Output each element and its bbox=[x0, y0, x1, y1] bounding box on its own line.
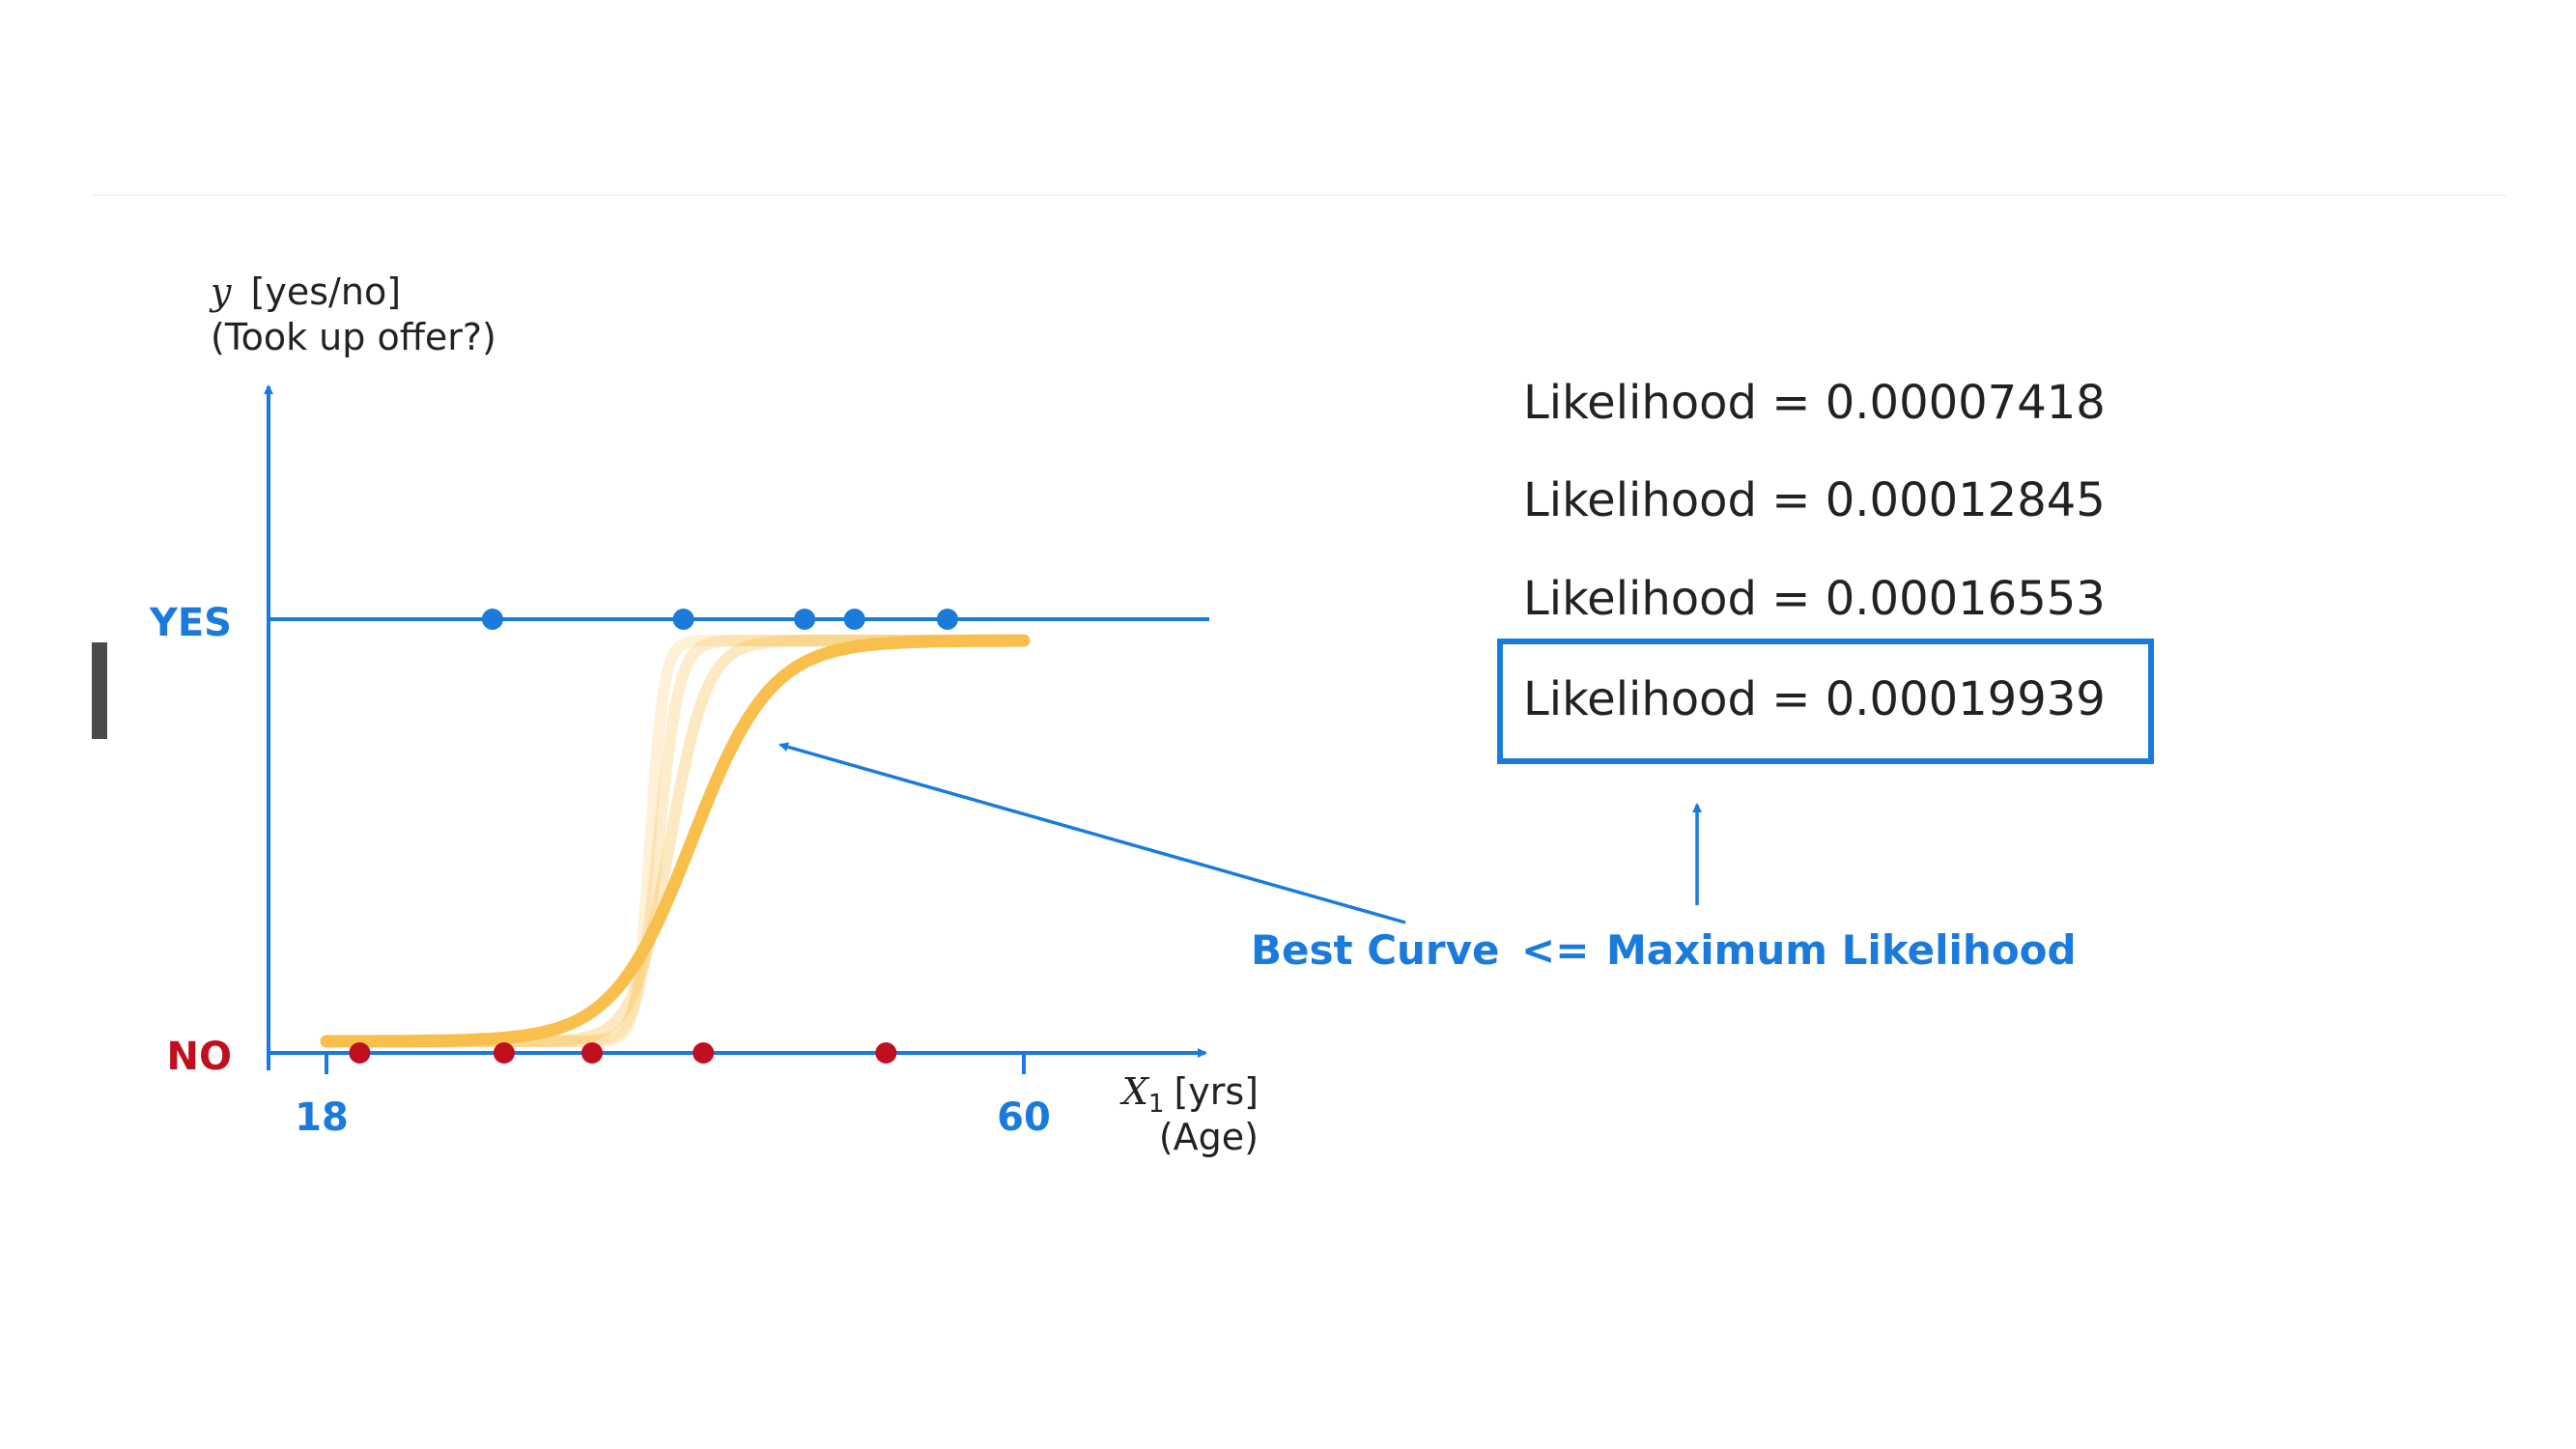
no-point-4 bbox=[693, 1042, 715, 1064]
yes-point-2 bbox=[672, 609, 694, 630]
no-point-1 bbox=[349, 1042, 371, 1064]
best-curve-arrow bbox=[778, 742, 1406, 924]
no-point-3 bbox=[581, 1042, 603, 1064]
max-likelihood-box bbox=[1497, 639, 2154, 764]
yes-point-4 bbox=[843, 609, 865, 630]
likelihood-2: Likelihood = 0.00012845 bbox=[1523, 473, 2106, 527]
yes-point-3 bbox=[794, 609, 816, 630]
y-axis-unit: [yes/no] bbox=[251, 270, 401, 313]
side-marker-bar bbox=[92, 642, 107, 739]
y-axis-label: y [yes/no] bbox=[209, 270, 401, 313]
no-point-2 bbox=[493, 1042, 515, 1064]
x-axis-sublabel: (Age) bbox=[1159, 1116, 1259, 1158]
data-points bbox=[349, 609, 958, 1064]
x-axis-unit: [yrs] bbox=[1174, 1070, 1259, 1113]
y-axis-sublabel: (Took up offer?) bbox=[211, 316, 496, 358]
x-axis-label: X1 [yrs] bbox=[1119, 1070, 1259, 1119]
top-divider bbox=[92, 194, 2506, 196]
x-axis-var: X bbox=[1119, 1070, 1150, 1113]
x-axis-var-sub: 1 bbox=[1148, 1090, 1165, 1119]
no-point-5 bbox=[875, 1042, 897, 1064]
likelihood-3: Likelihood = 0.00016553 bbox=[1523, 572, 2106, 626]
yes-point-5 bbox=[936, 609, 958, 630]
implies-operator: <= bbox=[1521, 926, 1589, 974]
max-likelihood-label: Maximum Likelihood bbox=[1606, 926, 2077, 974]
y-tick-yes: YES bbox=[149, 601, 232, 645]
x-tick-label-60: 60 bbox=[997, 1095, 1051, 1140]
yes-point-1 bbox=[481, 609, 503, 630]
y-axis-var: y bbox=[209, 270, 232, 313]
likelihood-4: Likelihood = 0.00019939 bbox=[1523, 672, 2106, 726]
best-fit-curve bbox=[320, 634, 1031, 1048]
y-tick-no: NO bbox=[167, 1035, 232, 1079]
sigmoid-curves bbox=[320, 634, 1031, 1048]
likelihood-1: Likelihood = 0.00007418 bbox=[1523, 376, 2106, 430]
x-tick-label-18: 18 bbox=[295, 1095, 349, 1140]
best-curve-label: Best Curve bbox=[1251, 926, 1500, 974]
